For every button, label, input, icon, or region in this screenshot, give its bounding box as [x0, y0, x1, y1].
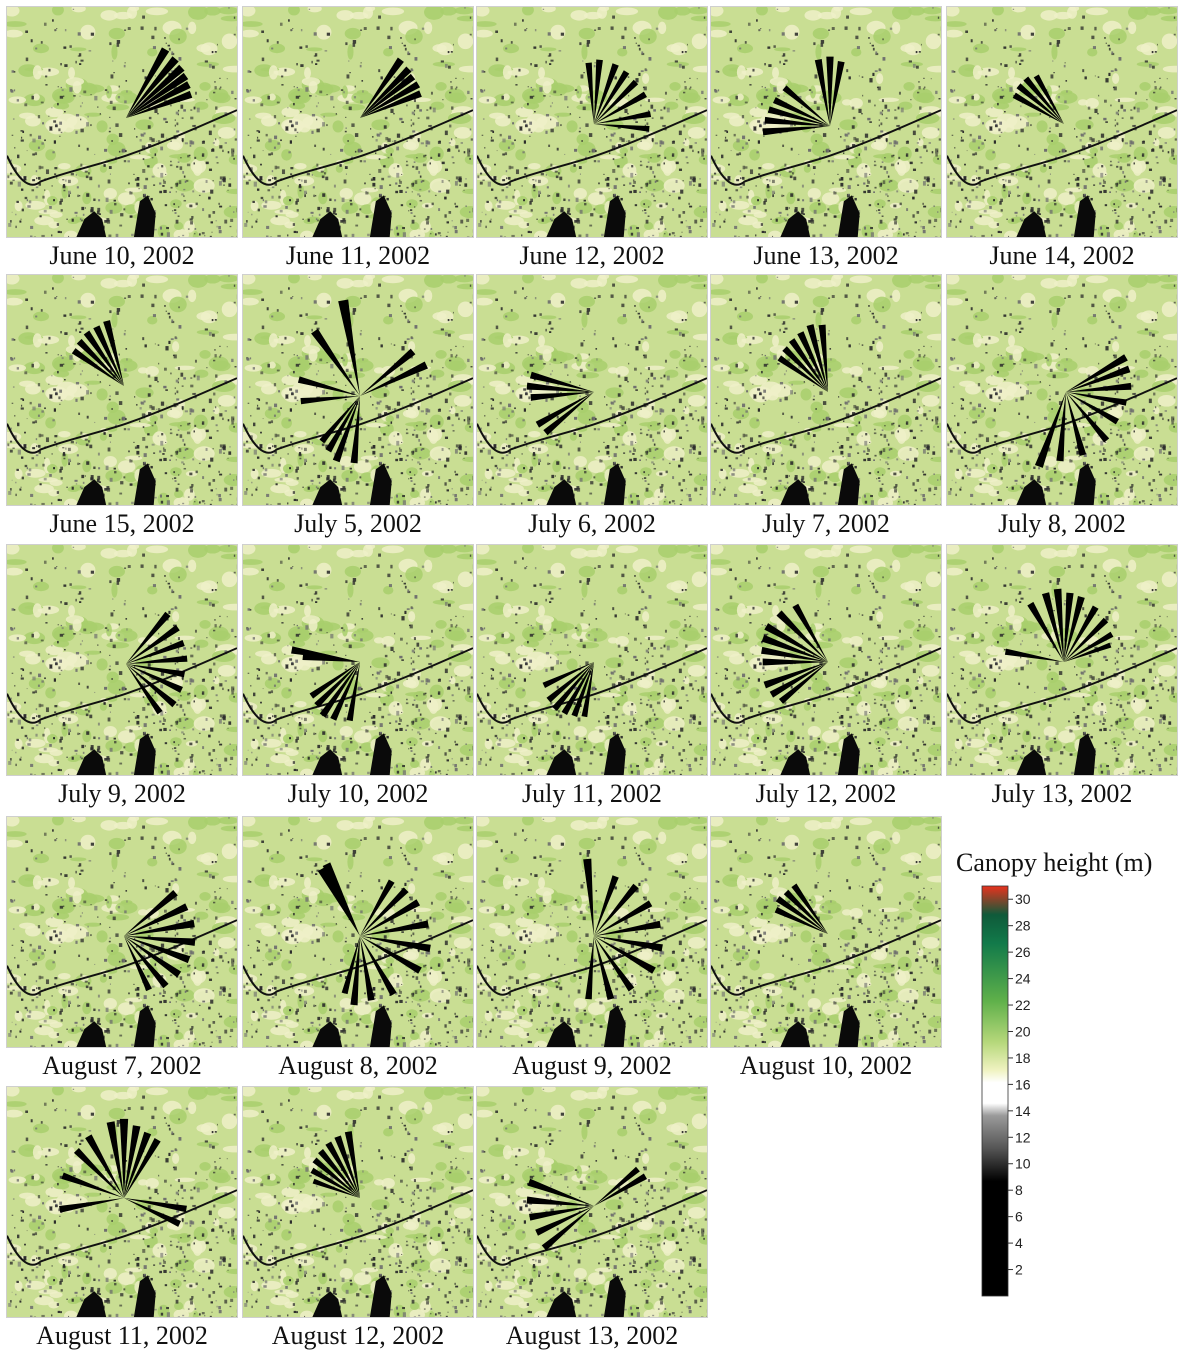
tick-label: 2	[1015, 1262, 1023, 1278]
panel-caption: August 12, 2002	[242, 1322, 474, 1350]
canopy-map	[242, 816, 474, 1048]
tick-label: 20	[1015, 1023, 1031, 1039]
map-panel: July 11, 2002	[476, 544, 708, 776]
canopy-map	[946, 544, 1178, 776]
map-panel: July 12, 2002	[710, 544, 942, 776]
tick-label: 24	[1015, 971, 1031, 987]
canopy-map	[476, 1086, 708, 1318]
tick-label: 26	[1015, 944, 1031, 960]
panel-caption: August 8, 2002	[242, 1052, 474, 1080]
panel-caption: July 11, 2002	[476, 780, 708, 808]
tick-label: 6	[1015, 1209, 1023, 1225]
canopy-map	[6, 6, 238, 238]
tick-label: 18	[1015, 1050, 1031, 1066]
legend-title: Canopy height (m)	[956, 848, 1152, 878]
canopy-map	[476, 274, 708, 506]
canopy-map	[476, 816, 708, 1048]
map-panel: July 6, 2002	[476, 274, 708, 506]
map-panel: June 13, 2002	[710, 6, 942, 238]
panel-caption: August 10, 2002	[710, 1052, 942, 1080]
map-panel: June 11, 2002	[242, 6, 474, 238]
map-panel: August 13, 2002	[476, 1086, 708, 1318]
canopy-map	[476, 544, 708, 776]
canopy-map	[242, 1086, 474, 1318]
panel-caption: July 5, 2002	[242, 510, 474, 538]
color-bar-gradient	[982, 886, 1008, 1296]
map-panel: June 10, 2002	[6, 6, 238, 238]
map-panel: August 8, 2002	[242, 816, 474, 1048]
map-panel: August 9, 2002	[476, 816, 708, 1048]
panel-caption: August 11, 2002	[6, 1322, 238, 1350]
panel-caption: July 10, 2002	[242, 780, 474, 808]
map-panel: August 11, 2002	[6, 1086, 238, 1318]
map-panel: June 12, 2002	[476, 6, 708, 238]
tick-label: 12	[1015, 1129, 1031, 1145]
canopy-map	[242, 274, 474, 506]
panel-caption: June 15, 2002	[6, 510, 238, 538]
tick-label: 10	[1015, 1156, 1031, 1172]
map-panel: July 7, 2002	[710, 274, 942, 506]
canopy-map	[946, 6, 1178, 238]
map-panel: June 14, 2002	[946, 6, 1178, 238]
tick-label: 28	[1015, 918, 1031, 934]
panel-caption: July 8, 2002	[946, 510, 1178, 538]
panel-caption: June 12, 2002	[476, 242, 708, 270]
canopy-map	[6, 816, 238, 1048]
panel-caption: July 12, 2002	[710, 780, 942, 808]
panel-caption: July 13, 2002	[946, 780, 1178, 808]
panel-caption: August 13, 2002	[476, 1322, 708, 1350]
panel-caption: July 7, 2002	[710, 510, 942, 538]
map-panel: July 5, 2002	[242, 274, 474, 506]
map-panel: July 13, 2002	[946, 544, 1178, 776]
map-panel: August 12, 2002	[242, 1086, 474, 1318]
canopy-map	[710, 6, 942, 238]
panel-caption: June 14, 2002	[946, 242, 1178, 270]
canopy-map	[710, 544, 942, 776]
map-panel: June 15, 2002	[6, 274, 238, 506]
tick-label: 4	[1015, 1235, 1023, 1251]
map-panel: July 9, 2002	[6, 544, 238, 776]
canopy-map	[710, 274, 942, 506]
canopy-map	[710, 816, 942, 1048]
panel-caption: August 7, 2002	[6, 1052, 238, 1080]
map-panel: July 8, 2002	[946, 274, 1178, 506]
tick-label: 14	[1015, 1103, 1031, 1119]
panel-caption: July 9, 2002	[6, 780, 238, 808]
color-bar: 30 28 26 24 22 20 18 16 14 12 10 8 6 4 2	[950, 882, 1070, 1302]
canopy-map	[242, 544, 474, 776]
tick-label: 30	[1015, 891, 1031, 907]
canopy-map	[6, 544, 238, 776]
panel-caption: June 13, 2002	[710, 242, 942, 270]
canopy-map	[6, 1086, 238, 1318]
tick-label: 8	[1015, 1182, 1023, 1198]
canopy-map	[242, 6, 474, 238]
panel-caption: June 11, 2002	[242, 242, 474, 270]
canopy-map	[946, 274, 1178, 506]
panel-caption: June 10, 2002	[6, 242, 238, 270]
panel-caption: August 9, 2002	[476, 1052, 708, 1080]
canopy-map	[6, 274, 238, 506]
map-panel: August 7, 2002	[6, 816, 238, 1048]
map-panel: August 10, 2002	[710, 816, 942, 1048]
map-panel: July 10, 2002	[242, 544, 474, 776]
panel-caption: July 6, 2002	[476, 510, 708, 538]
canopy-map	[476, 6, 708, 238]
tick-label: 16	[1015, 1076, 1031, 1092]
tick-label: 22	[1015, 997, 1031, 1013]
